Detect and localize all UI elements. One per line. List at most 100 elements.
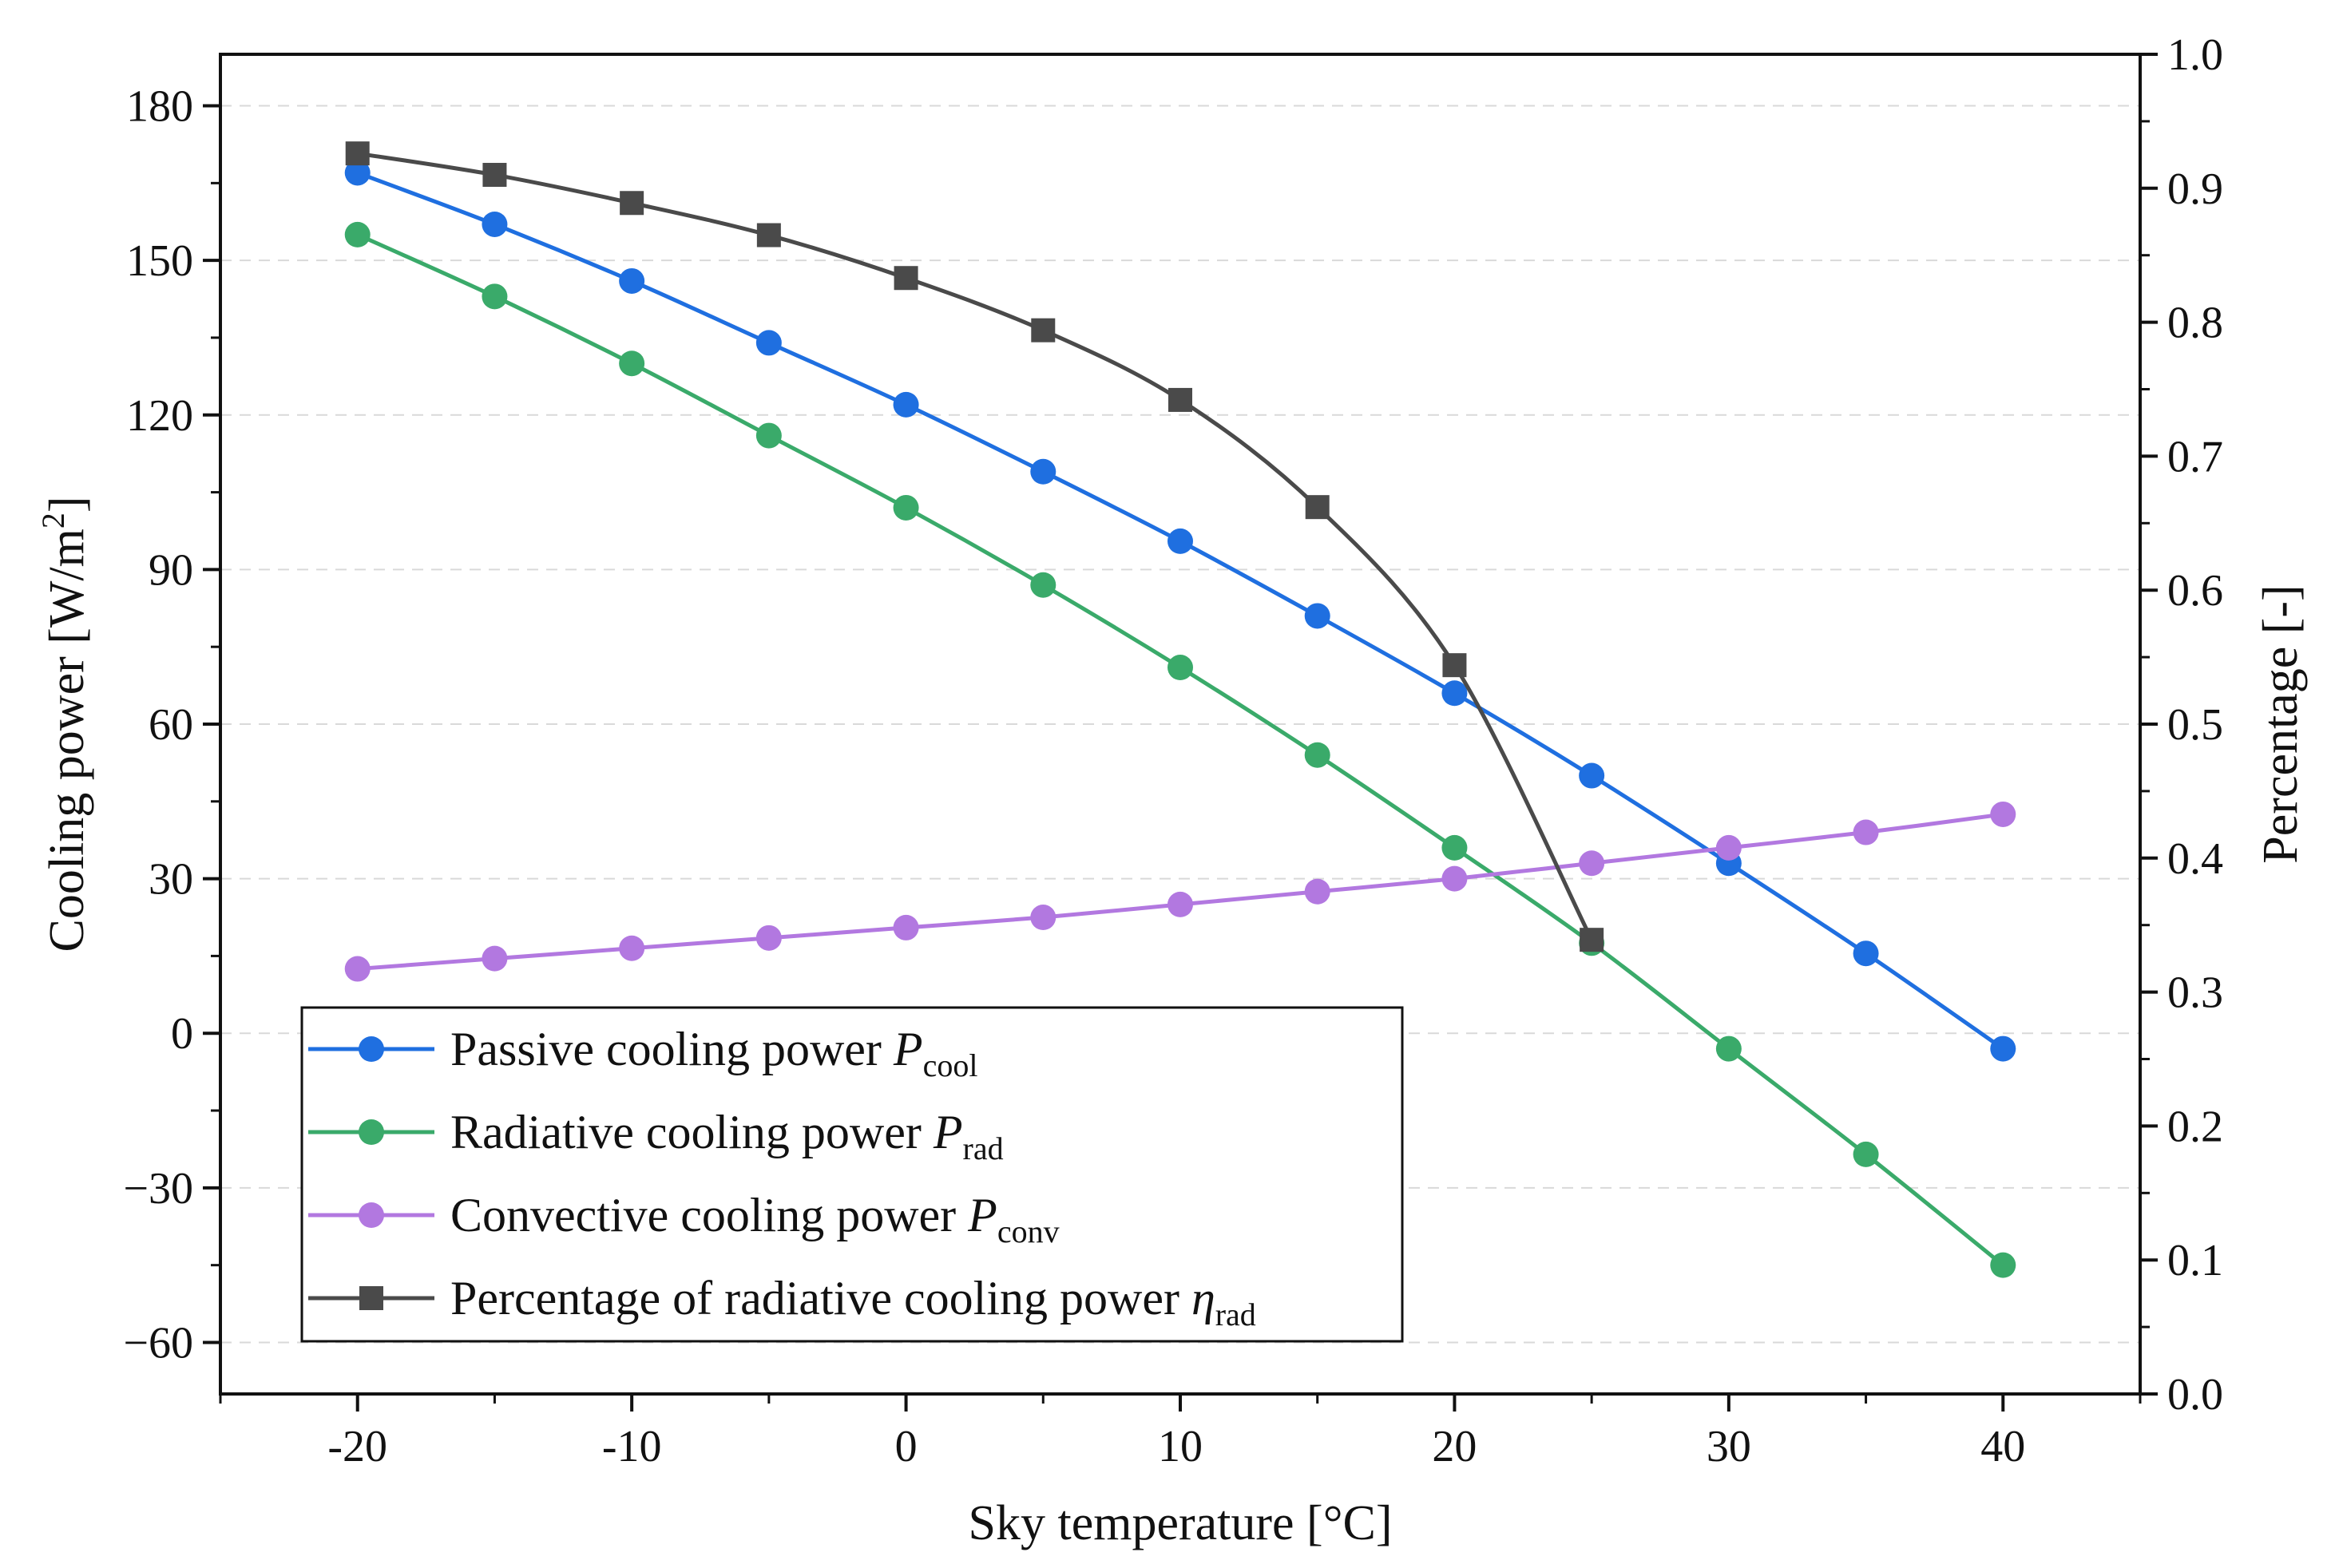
legend-label: Convective cooling power Pconv <box>450 1189 1060 1249</box>
data-point <box>755 925 782 951</box>
data-point <box>1168 891 1193 917</box>
x-axis-title: Sky temperature [°C] <box>969 1496 1393 1550</box>
series-0 <box>344 160 2016 1062</box>
legend-marker <box>359 1286 383 1310</box>
legend-label: Percentage of radiative cooling power ηr… <box>450 1272 1256 1332</box>
y-axis-title-main: Cooling power [W/m <box>40 529 94 952</box>
data-point <box>345 141 370 166</box>
legend-marker <box>359 1202 384 1228</box>
data-point <box>482 283 508 310</box>
y-tick-label: −30 <box>123 1164 193 1214</box>
x-tick-label: -10 <box>602 1422 662 1471</box>
y2-tick-label: 0.4 <box>2167 834 2223 884</box>
axis-ticks: −60 −30 0 30 60 90 120 150 180 0.0 0.1 0.2 0.3 0.4 0.5… <box>123 30 2223 1471</box>
data-point <box>344 160 371 186</box>
data-point <box>344 956 371 982</box>
y2-tick-label: 0.6 <box>2167 566 2223 616</box>
legend-entry: Radiative cooling power Prad <box>308 1106 1004 1166</box>
data-point <box>1441 680 1468 707</box>
data-point <box>1304 878 1330 905</box>
series-line <box>357 812 2004 972</box>
y-tick-label: 60 <box>149 700 193 750</box>
y-axis-title-superscript: 2 <box>35 513 71 529</box>
y2-tick-label: 0.0 <box>2167 1370 2223 1420</box>
data-point <box>1030 572 1056 598</box>
data-point <box>1853 819 1879 845</box>
y2-tick-label: 0.2 <box>2167 1102 2223 1151</box>
legend-label: Radiative cooling power Prad <box>450 1106 1004 1166</box>
y2-tick-label: 0.8 <box>2167 299 2223 348</box>
data-point <box>1715 1035 1742 1062</box>
data-point <box>1304 742 1330 768</box>
data-point <box>1580 928 1604 952</box>
data-point <box>1305 495 1330 520</box>
x-tick-label: 0 <box>895 1422 918 1471</box>
data-point <box>620 191 644 216</box>
data-point <box>1031 318 1056 343</box>
legend-label-variable: η <box>1191 1272 1215 1324</box>
data-point <box>482 945 508 972</box>
data-point <box>1030 458 1056 485</box>
y2-tick-label: 0.9 <box>2167 164 2223 214</box>
x-tick-label: -20 <box>327 1422 387 1471</box>
y-tick-label: 120 <box>126 391 193 441</box>
legend-label-subscript: conv <box>997 1214 1060 1249</box>
data-point <box>1853 1141 1879 1167</box>
y2-tick-label: 0.5 <box>2167 700 2223 750</box>
data-point <box>482 211 508 237</box>
data-point <box>756 223 781 247</box>
data-point <box>893 914 919 940</box>
y-tick-label: −60 <box>123 1318 193 1368</box>
data-point <box>1030 905 1056 931</box>
data-point <box>894 266 918 291</box>
data-point <box>755 422 782 449</box>
legend-label-variable: P <box>967 1189 997 1241</box>
data-point <box>344 221 371 247</box>
legend-label-main: Convective cooling power <box>450 1189 968 1241</box>
data-point <box>1990 801 2016 827</box>
y-tick-label: 150 <box>126 236 193 286</box>
legend-box <box>300 1006 1404 1343</box>
series-2 <box>344 801 2016 982</box>
data-point <box>1715 834 1742 861</box>
y2-axis-title: Percentage [-] <box>2254 584 2308 863</box>
data-point <box>619 267 645 294</box>
series-line <box>357 151 1594 941</box>
y2-tick-label: 0.3 <box>2167 968 2223 1018</box>
data-point <box>619 350 645 377</box>
data-point <box>1990 1035 2016 1062</box>
data-point <box>1168 655 1193 681</box>
y-tick-label: 90 <box>149 545 193 595</box>
data-point <box>1168 387 1192 412</box>
x-tick-label: 30 <box>1707 1422 1751 1471</box>
data-point <box>482 163 507 188</box>
y-tick-label: 30 <box>149 855 193 905</box>
legend-marker <box>359 1119 384 1145</box>
x-tick-label: 10 <box>1158 1422 1203 1471</box>
legend-label-subscript: cool <box>923 1047 978 1083</box>
plot-series <box>344 141 2016 1278</box>
data-point <box>1304 603 1330 629</box>
data-point <box>1441 865 1468 892</box>
data-point <box>755 330 782 356</box>
y-axis-title-end: ] <box>40 496 94 513</box>
y2-tick-label: 0.1 <box>2167 1236 2223 1285</box>
data-point <box>893 494 919 521</box>
data-point <box>619 935 645 961</box>
y-tick-label: 180 <box>126 82 193 132</box>
y2-tick-label: 1.0 <box>2167 30 2223 80</box>
legend-label-main: Passive cooling power <box>450 1023 894 1075</box>
x-tick-label: 20 <box>1432 1422 1477 1471</box>
data-point <box>1441 834 1468 861</box>
legend-label-variable: P <box>893 1023 923 1075</box>
y2-tick-label: 0.7 <box>2167 432 2223 481</box>
legend-entry: Passive cooling power Pcool <box>308 1023 977 1083</box>
data-point <box>1579 850 1605 877</box>
data-point <box>893 391 919 418</box>
data-point <box>1990 1252 2016 1278</box>
x-tick-label: 40 <box>1980 1422 2025 1471</box>
series-line <box>356 171 2004 1051</box>
legend-label: Passive cooling power Pcool <box>450 1023 977 1083</box>
data-point <box>1442 653 1467 678</box>
